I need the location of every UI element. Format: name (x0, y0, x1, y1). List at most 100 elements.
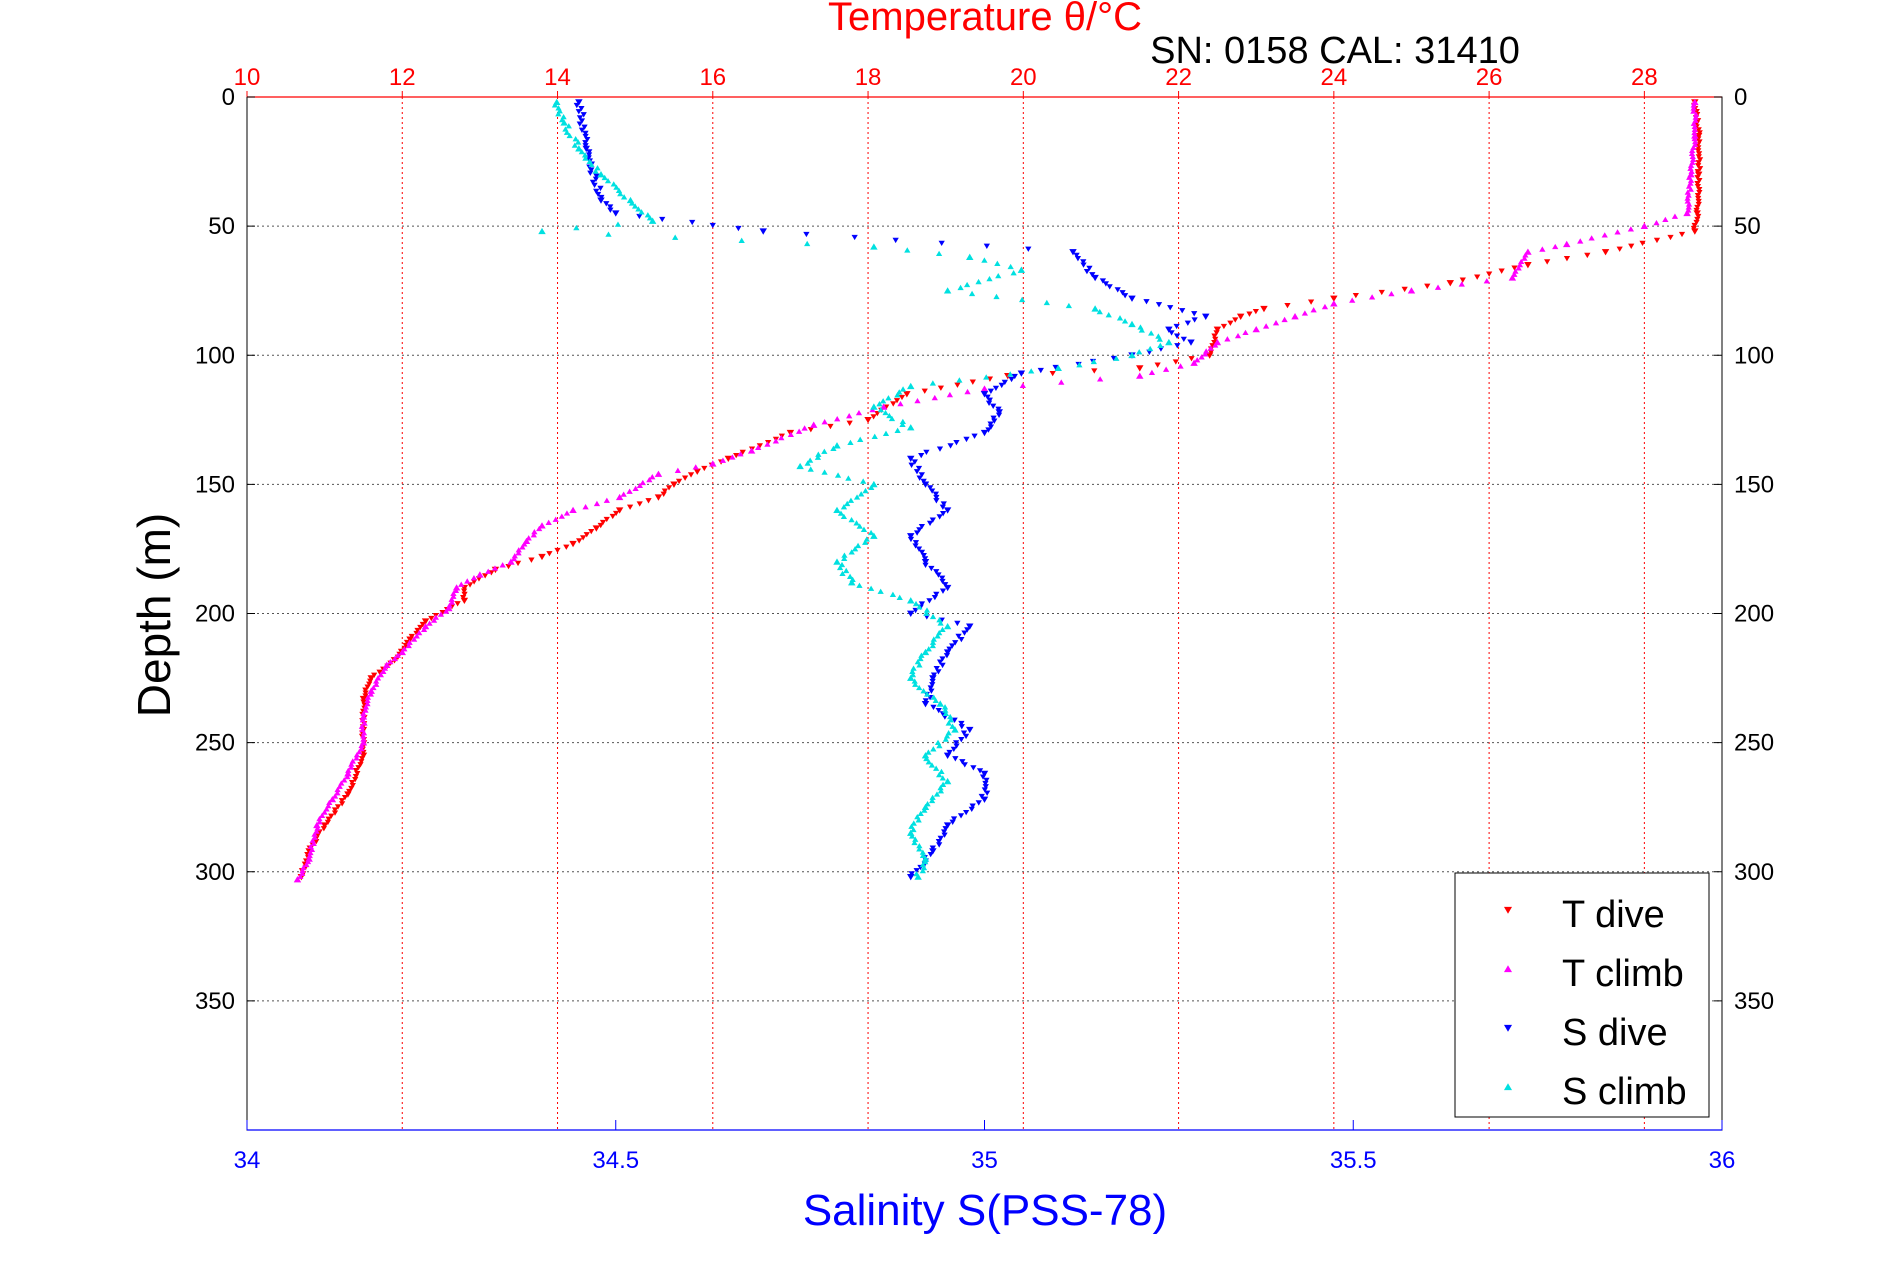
data-point (939, 662, 946, 669)
data-point (361, 720, 368, 726)
data-point (966, 253, 974, 260)
data-point (1119, 290, 1126, 296)
data-point (928, 797, 936, 804)
data-point (882, 430, 890, 436)
data-point (359, 756, 366, 762)
data-point (1128, 351, 1136, 359)
data-point (1128, 320, 1136, 328)
legend-marker (1503, 1083, 1513, 1091)
data-point (1349, 297, 1356, 303)
data-point (334, 790, 341, 796)
data-point (912, 540, 920, 546)
data-point (341, 777, 348, 783)
data-point (1508, 274, 1517, 281)
data-point (1388, 290, 1395, 297)
data-point (964, 388, 971, 395)
data-point (1653, 219, 1660, 226)
data-point (733, 452, 740, 459)
data-point (598, 194, 605, 201)
data-point (1165, 338, 1173, 346)
data-point (913, 530, 921, 536)
data-point (952, 640, 959, 646)
data-point (1691, 228, 1699, 235)
data-point (1696, 178, 1703, 184)
data-point (851, 546, 859, 552)
data-point (670, 481, 678, 488)
data-point (834, 472, 842, 478)
salinity-tick-label: 35 (971, 1147, 998, 1174)
data-point (610, 181, 617, 187)
data-point (912, 543, 919, 549)
data-point (470, 575, 478, 581)
data-point (894, 392, 901, 398)
data-point (499, 562, 506, 568)
data-point (1155, 302, 1163, 308)
data-point (1552, 243, 1559, 250)
data-point (918, 452, 925, 459)
data-point (1207, 345, 1214, 351)
data-point (1696, 139, 1703, 145)
data-point (597, 171, 605, 178)
data-point (888, 415, 896, 422)
data-point (476, 571, 484, 578)
data-point (966, 623, 974, 630)
data-point (994, 260, 1001, 266)
data-point (958, 720, 965, 727)
data-point (588, 161, 595, 168)
data-point (530, 532, 537, 538)
data-point (943, 752, 952, 760)
y-axis-label: Depth (m) (128, 513, 180, 717)
data-point (1069, 249, 1077, 256)
data-point (907, 533, 915, 540)
data-point (934, 633, 941, 639)
data-point (870, 243, 878, 250)
data-point (889, 591, 897, 597)
data-point (843, 567, 850, 574)
data-point (1521, 255, 1528, 261)
data-point (1089, 272, 1096, 278)
data-point (348, 779, 356, 786)
data-point (485, 568, 492, 574)
data-point (912, 681, 919, 687)
data-point (1091, 368, 1098, 374)
data-point (932, 491, 940, 497)
data-point (833, 558, 841, 565)
data-point (1043, 299, 1050, 306)
data-point (834, 416, 841, 422)
data-point (687, 472, 695, 478)
data-point (565, 123, 572, 129)
data-point (1459, 277, 1466, 283)
legend-label: T climb (1562, 953, 1684, 995)
data-point (1563, 256, 1571, 262)
salinity-tick-label: 34 (234, 1147, 261, 1174)
data-point (362, 687, 369, 693)
data-point (916, 662, 923, 668)
data-point (940, 511, 947, 517)
data-point (1321, 303, 1329, 310)
data-point (648, 217, 657, 224)
data-point (597, 197, 605, 204)
data-point (528, 557, 535, 563)
data-point (907, 424, 915, 431)
data-point (1330, 300, 1338, 307)
data-point (947, 717, 954, 723)
data-point (928, 762, 936, 768)
data-point (945, 720, 952, 726)
data-point (613, 184, 620, 190)
data-point (387, 658, 394, 665)
data-point (913, 868, 920, 874)
data-point (358, 745, 365, 752)
data-point (885, 395, 892, 401)
data-point (807, 466, 814, 472)
data-point (917, 655, 924, 662)
data-point (915, 817, 922, 823)
data-point (1694, 184, 1702, 190)
data-point (908, 823, 915, 829)
data-point (841, 555, 848, 562)
data-point (929, 845, 936, 851)
data-point (918, 601, 926, 607)
data-point (1148, 330, 1155, 336)
data-point (916, 475, 923, 481)
data-point (876, 401, 883, 407)
data-point (963, 281, 971, 288)
